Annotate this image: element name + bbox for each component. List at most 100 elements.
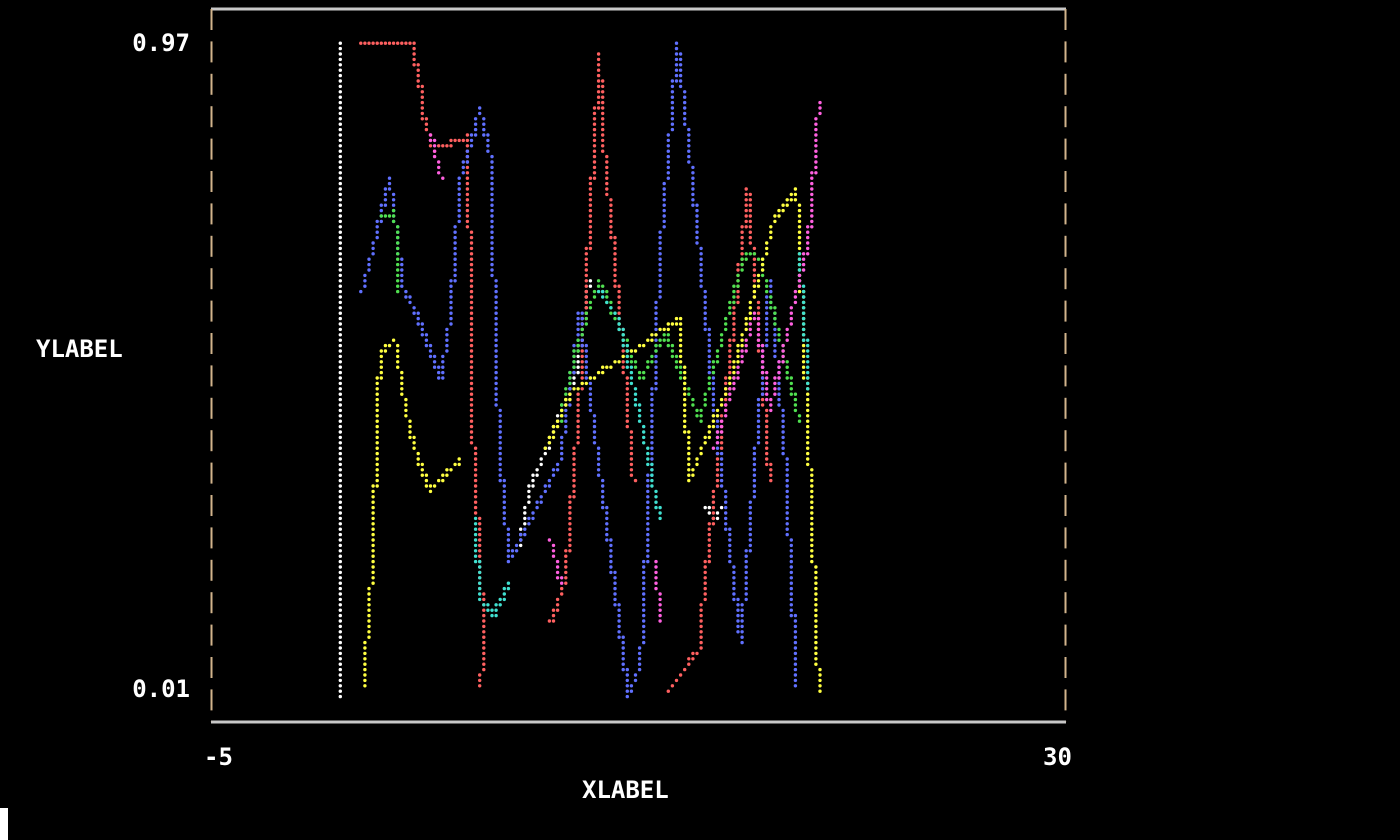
data-point: [547, 484, 552, 488]
data-point: [715, 468, 720, 472]
data-point: [547, 435, 552, 440]
data-point: [383, 192, 388, 197]
data-point: [670, 117, 675, 121]
data-point: [707, 327, 711, 332]
data-point: [338, 149, 342, 153]
data-point: [752, 252, 757, 256]
data-point: [465, 203, 470, 207]
data-point: [810, 171, 814, 175]
data-point: [453, 273, 457, 278]
data-point: [715, 435, 720, 440]
data-point: [814, 619, 818, 623]
data-point: [412, 63, 416, 67]
data-point: [555, 597, 560, 602]
data-point: [371, 581, 375, 585]
data-point: [785, 360, 789, 364]
data-point: [670, 349, 675, 353]
data-point: [707, 349, 711, 353]
data-point: [793, 673, 798, 677]
data-point: [642, 619, 646, 623]
data-point: [666, 133, 670, 137]
data-point: [588, 198, 593, 202]
data-point: [728, 300, 732, 305]
data-point: [793, 678, 798, 683]
data-point: [596, 457, 601, 461]
data-point: [658, 279, 662, 283]
data-point: [719, 462, 724, 467]
data-point: [678, 333, 683, 337]
data-point: [728, 370, 732, 375]
data-point: [412, 311, 416, 315]
data-point: [490, 214, 494, 218]
data-point: [338, 262, 342, 267]
data-point: [740, 608, 744, 612]
data-point: [490, 192, 494, 197]
data-point: [363, 657, 367, 661]
data-point: [387, 181, 392, 186]
data-point: [473, 516, 478, 521]
data-point: [801, 354, 806, 359]
data-point: [793, 613, 798, 618]
data-point: [375, 387, 379, 391]
data-point: [375, 235, 379, 240]
data-point: [494, 289, 498, 294]
data-point: [338, 424, 342, 429]
data-point: [744, 219, 748, 224]
data-point: [568, 387, 572, 391]
data-point: [654, 327, 658, 332]
data-point: [678, 316, 683, 321]
data-point: [650, 397, 654, 402]
data-point: [789, 387, 793, 391]
data-point: [338, 430, 342, 434]
data-point: [428, 354, 433, 359]
data-point: [449, 468, 453, 472]
data-point: [728, 397, 732, 402]
data-point: [728, 354, 732, 359]
data-point: [338, 549, 342, 553]
plot-frame: [210, 7, 1067, 724]
data-point: [810, 516, 814, 521]
data-point: [666, 138, 670, 143]
data-point: [633, 403, 638, 407]
data-point: [781, 451, 785, 456]
data-point: [338, 268, 342, 272]
data-point: [773, 322, 777, 326]
y-axis-label: YLABEL: [36, 335, 123, 363]
data-point: [457, 187, 461, 191]
data-point: [625, 408, 629, 413]
data-point: [338, 473, 342, 477]
data-point: [683, 419, 687, 423]
data-point: [375, 403, 379, 407]
data-point: [601, 289, 605, 294]
data-point: [650, 360, 654, 364]
data-point: [437, 144, 441, 148]
data-point: [551, 619, 556, 623]
data-point: [494, 306, 498, 310]
data-point: [469, 133, 474, 137]
data-point: [728, 381, 732, 386]
data-point: [678, 322, 683, 326]
data-point: [650, 441, 654, 445]
data-point: [810, 495, 814, 499]
data-point: [765, 289, 769, 294]
data-point: [683, 122, 687, 126]
data-point: [588, 279, 593, 283]
data-point: [572, 354, 576, 359]
data-point: [785, 484, 789, 488]
data-point: [740, 630, 744, 634]
data-point: [670, 106, 675, 110]
data-point: [338, 225, 342, 229]
data-point: [469, 262, 474, 267]
data-point: [724, 392, 728, 396]
data-point: [781, 349, 785, 353]
data-point: [646, 484, 650, 488]
data-point: [736, 624, 740, 629]
data-point: [765, 376, 769, 380]
series-15: [547, 538, 564, 585]
data-point: [801, 343, 806, 348]
data-point: [650, 435, 654, 440]
data-point: [760, 392, 765, 396]
data-point: [810, 468, 814, 472]
data-point: [424, 484, 429, 488]
